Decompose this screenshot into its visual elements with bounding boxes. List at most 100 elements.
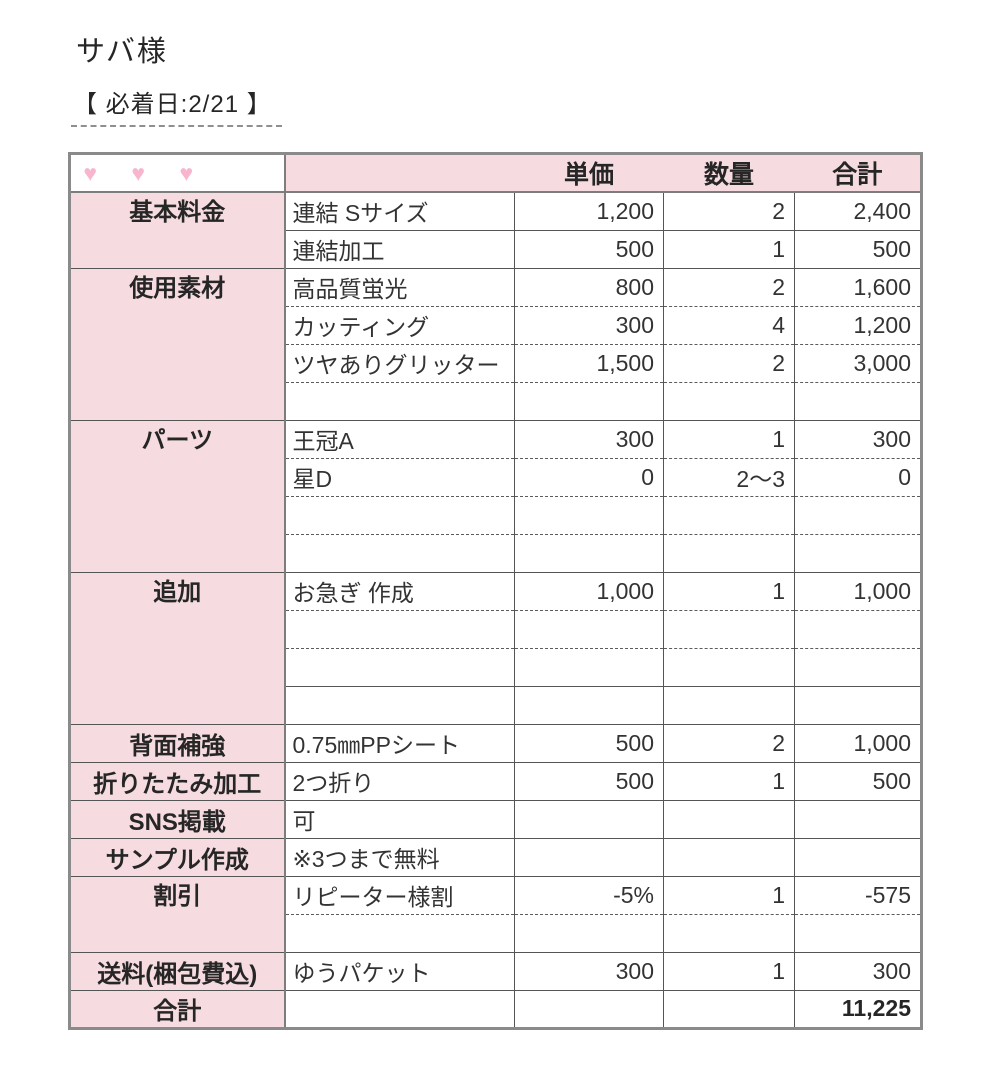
header-quantity: 数量: [663, 153, 795, 193]
unit-price-cell: [514, 533, 664, 572]
table-row: [70, 533, 922, 572]
quantity-cell: [663, 989, 795, 1028]
total-cell: 1,000: [794, 571, 922, 610]
table-row: ツヤありグリッター 1,500 2 3,000: [70, 343, 922, 382]
unit-price-cell: [514, 495, 664, 534]
item-cell: 連結加工: [283, 229, 515, 268]
item-cell: [283, 533, 515, 572]
item-cell: ツヤありグリッター: [283, 343, 515, 382]
table-row: [70, 685, 922, 724]
unit-price-cell: 1,500: [514, 343, 664, 382]
unit-price-cell: 300: [514, 419, 664, 458]
table-row: 合計 11,225: [69, 989, 922, 1028]
quote-table-header: ♥ ♥ ♥ 単価 数量 合計: [69, 153, 922, 193]
total-cell: [794, 837, 922, 876]
table-row: 追加 お急ぎ 作成 1,000 1 1,000: [69, 571, 922, 724]
unit-price-cell: [514, 989, 664, 1028]
quantity-cell: 2: [663, 267, 795, 306]
table-row: 割引 リピーター様割 -5% 1 -575: [69, 875, 922, 952]
item-cell: カッティング: [283, 305, 515, 344]
total-cell: [794, 533, 922, 572]
quote-table: ♥ ♥ ♥ 単価 数量 合計 基本料金 連結 Sサイズ 1,200 2 2,400 連結加…: [68, 152, 923, 1030]
header-row: ♥ ♥ ♥ 単価 数量 合計: [69, 153, 922, 193]
quantity-cell: 1: [663, 571, 795, 610]
unit-price-cell: 0: [514, 457, 664, 496]
quantity-cell: 4: [663, 305, 795, 344]
category-cell: 追加: [69, 571, 286, 724]
unit-price-cell: [514, 799, 664, 838]
item-cell: 可: [283, 799, 515, 838]
table-row: [70, 647, 922, 686]
category-cell: 使用素材: [69, 267, 286, 420]
page-title: サバ様: [76, 36, 168, 68]
quote-table-body: 基本料金 連結 Sサイズ 1,200 2 2,400 連結加工 500 1 500 使用素材 高品質…: [69, 192, 922, 1028]
item-cell: [283, 685, 515, 724]
item-cell: 高品質蛍光: [283, 267, 515, 306]
category-cell: 折りたたみ加工: [69, 761, 286, 800]
quantity-cell: [663, 647, 795, 686]
table-row: パーツ 王冠A 300 1 300: [69, 419, 922, 572]
unit-price-cell: [514, 685, 664, 724]
unit-price-cell: [514, 913, 664, 952]
item-cell: お急ぎ 作成: [283, 571, 515, 610]
total-cell: 500: [794, 229, 922, 268]
item-cell: ゆうパケット: [283, 951, 515, 990]
quantity-cell: [663, 913, 795, 952]
quantity-cell: [663, 381, 795, 420]
total-cell: [794, 799, 922, 838]
total-cell: 300: [794, 419, 922, 458]
unit-price-cell: 1,200: [514, 192, 664, 230]
quantity-cell: 1: [663, 419, 795, 458]
item-cell: [283, 495, 515, 534]
unit-price-cell: 1,000: [514, 571, 664, 610]
table-row: 星D 0 2〜3 0: [70, 457, 922, 496]
total-cell: [794, 609, 922, 648]
item-cell: [283, 647, 515, 686]
item-cell: [283, 381, 515, 420]
table-row: [70, 609, 922, 648]
unit-price-cell: 500: [514, 723, 664, 762]
quantity-cell: 1: [663, 761, 795, 800]
quantity-cell: [663, 533, 795, 572]
quantity-cell: [663, 799, 795, 838]
table-row: サンプル作成 ※3つまで無料: [69, 837, 922, 876]
table-row: 基本料金 連結 Sサイズ 1,200 2 2,400: [69, 192, 922, 268]
table-row: 使用素材 高品質蛍光 800 2 1,600: [69, 267, 922, 420]
header-item-cell: [284, 153, 515, 193]
category-cell: パーツ: [69, 419, 286, 572]
item-cell: 連結 Sサイズ: [283, 192, 515, 230]
table-row: カッティング 300 4 1,200: [70, 305, 922, 344]
total-cell: 2,400: [794, 192, 922, 230]
table-row: 送料(梱包費込) ゆうパケット 300 1 300: [69, 951, 922, 990]
total-cell: [794, 495, 922, 534]
hearts-icon: ♥ ♥ ♥: [69, 153, 286, 193]
quantity-cell: 1: [663, 875, 795, 914]
quantity-cell: [663, 837, 795, 876]
quantity-cell: 2: [663, 343, 795, 382]
unit-price-cell: [514, 609, 664, 648]
category-cell: 割引: [69, 875, 286, 952]
item-cell: [283, 609, 515, 648]
header-total: 合計: [794, 153, 922, 193]
item-cell: 2つ折り: [283, 761, 515, 800]
item-cell: [283, 913, 515, 952]
unit-price-cell: 500: [514, 229, 664, 268]
total-cell: [794, 381, 922, 420]
unit-price-cell: [514, 381, 664, 420]
unit-price-cell: 500: [514, 761, 664, 800]
total-cell: 1,200: [794, 305, 922, 344]
category-cell: 背面補強: [69, 723, 286, 762]
total-cell: [794, 647, 922, 686]
quantity-cell: 1: [663, 229, 795, 268]
item-cell: 星D: [283, 457, 515, 496]
unit-price-cell: -5%: [514, 875, 664, 914]
category-cell: 基本料金: [69, 192, 286, 268]
total-cell: 300: [794, 951, 922, 990]
total-cell: 11,225: [794, 989, 922, 1028]
unit-price-cell: [514, 647, 664, 686]
total-cell: -575: [794, 875, 922, 914]
category-cell: SNS掲載: [69, 799, 286, 838]
unit-price-cell: [514, 837, 664, 876]
unit-price-cell: 300: [514, 305, 664, 344]
item-cell: 0.75㎜PPシート: [283, 723, 515, 762]
